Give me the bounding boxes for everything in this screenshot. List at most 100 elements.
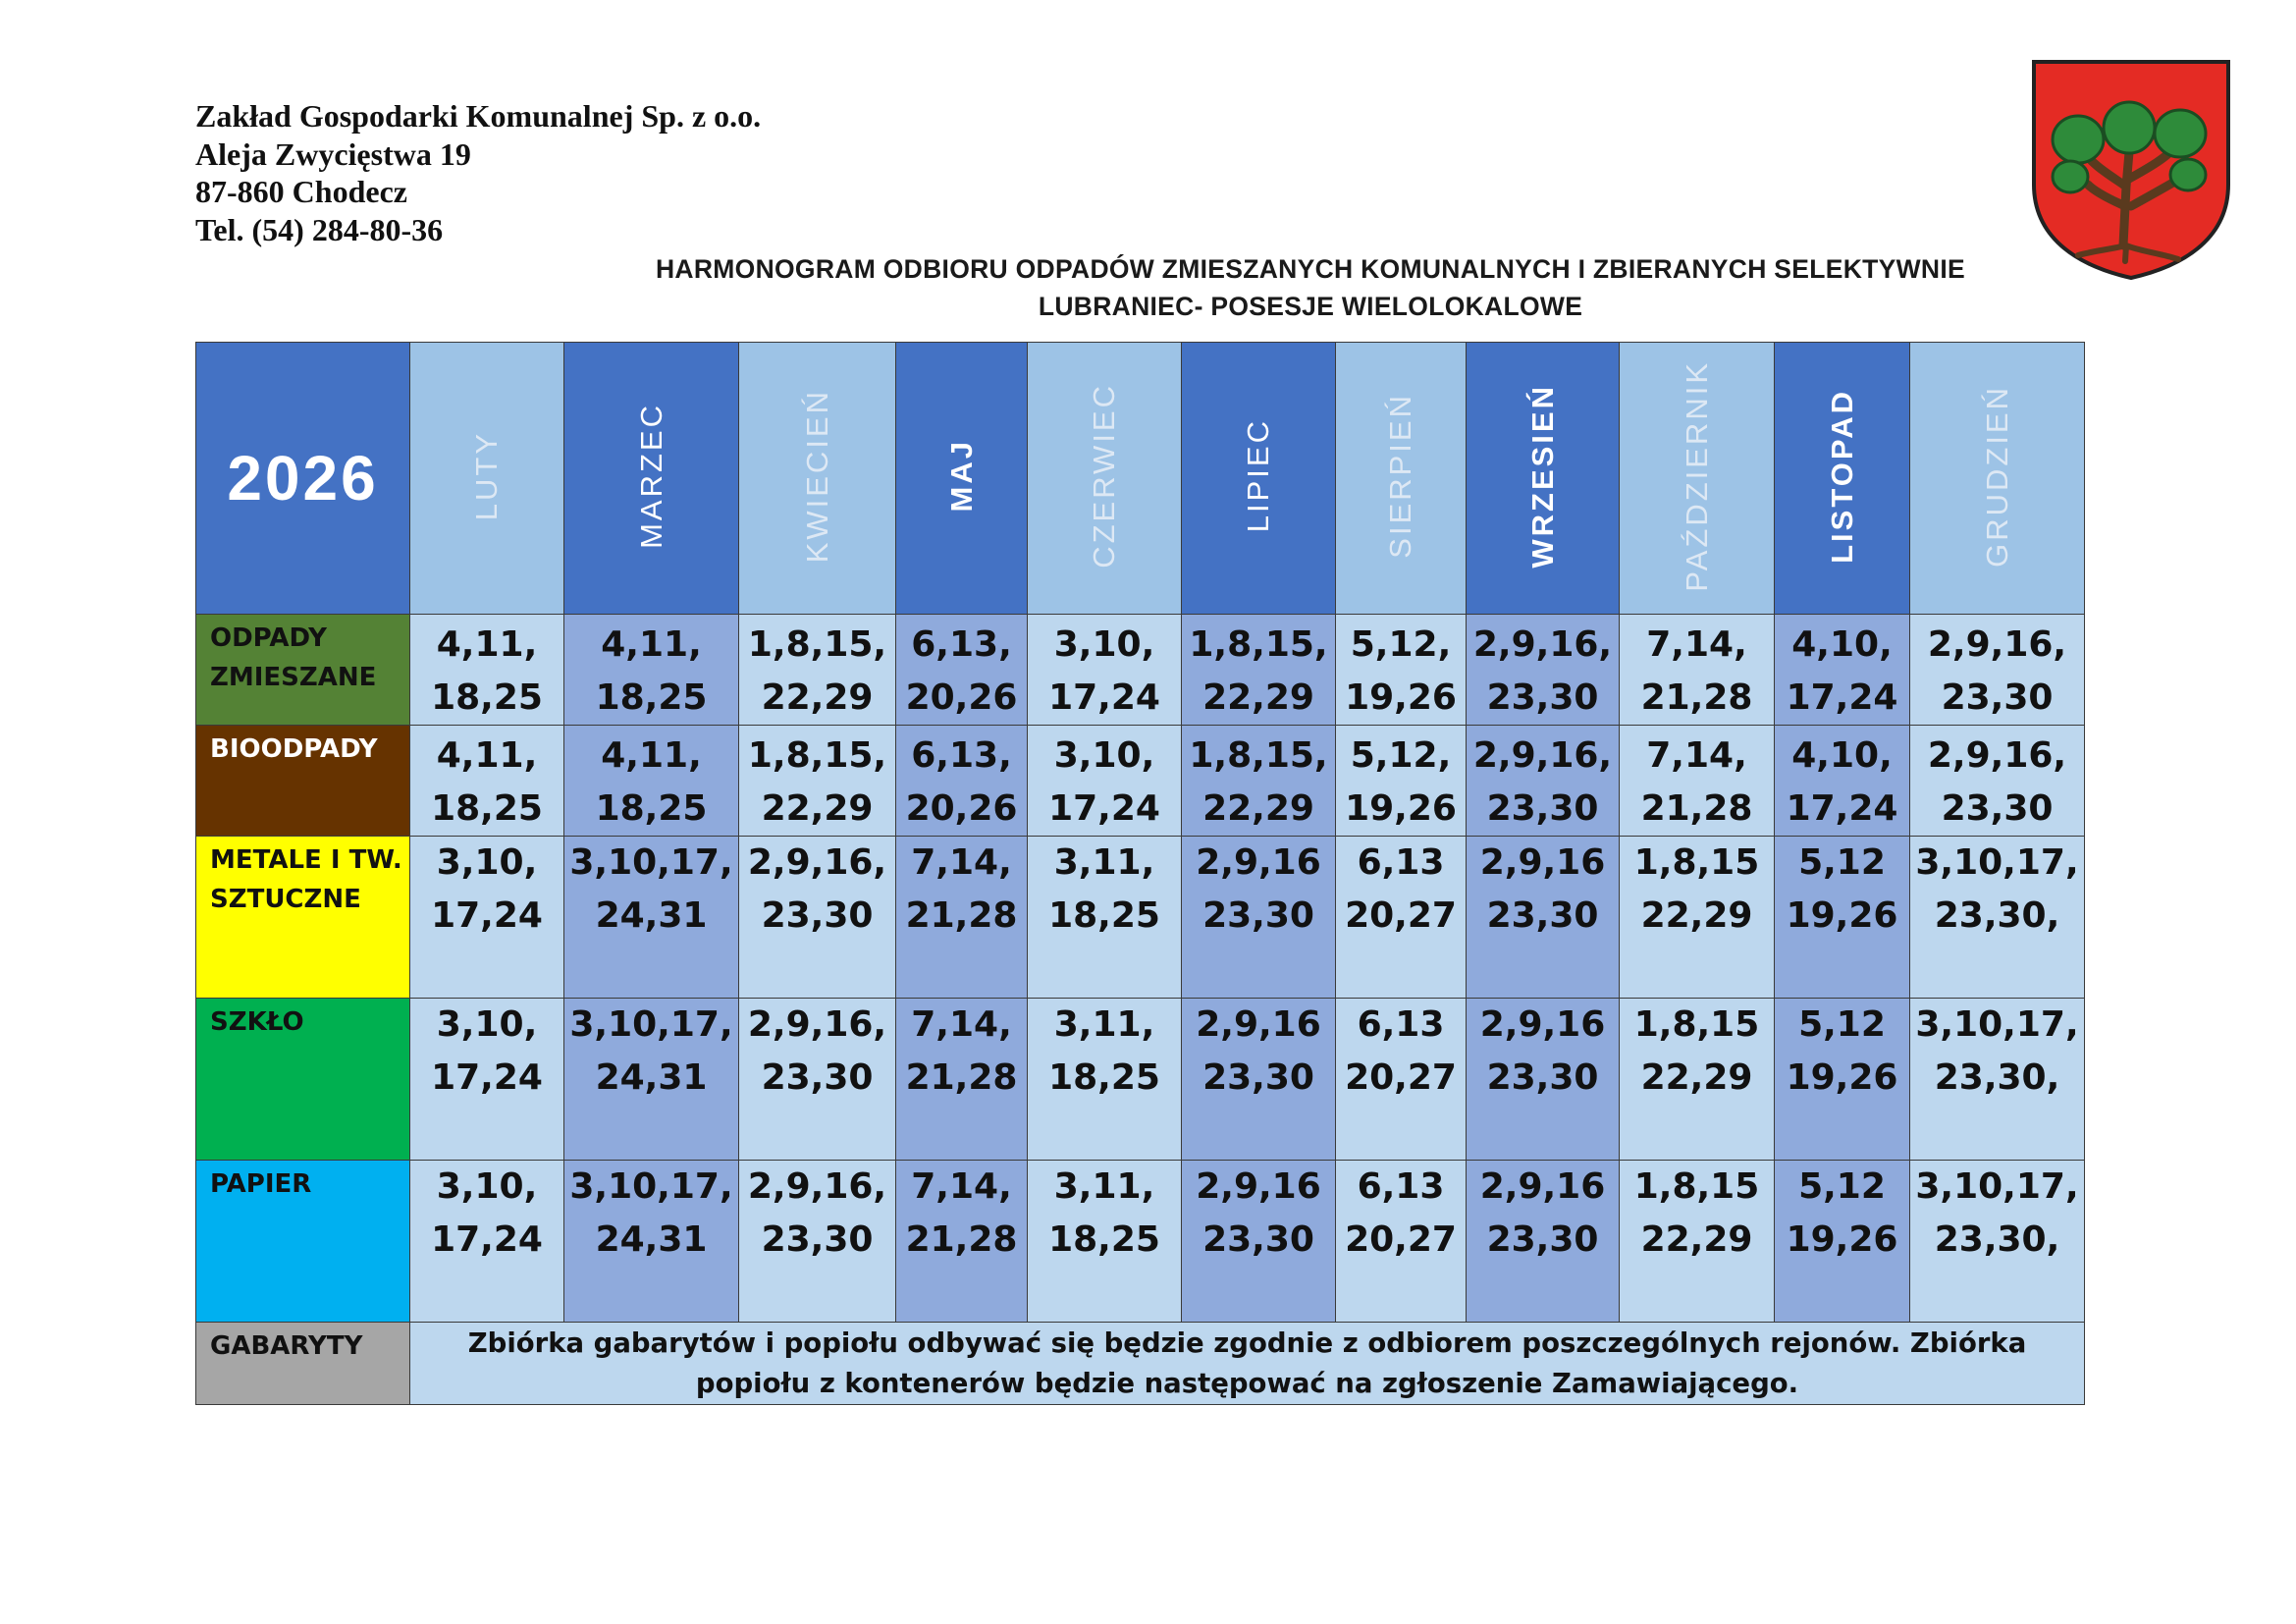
pickup-dates-line: 1,8,15, [747,735,887,776]
pickup-dates-cell: 4,11, 18,25 [563,614,739,726]
pickup-dates-line: 19,26 [1345,677,1457,718]
pickup-dates-line: 23,30, [1934,1057,2060,1098]
pickup-dates-line: 23,30 [1941,677,2054,718]
pickup-dates-line: 2,9,16 [1479,1004,1606,1045]
category-label: METALE I TW. SZTUCZNE [195,836,410,999]
pickup-dates-line: 6,13 [1357,1166,1445,1207]
pickup-dates-line: 7,14, [1646,624,1747,665]
pickup-dates-cell: 3,10, 17,24 [409,836,564,999]
pickup-dates-line: 23,30 [1202,1057,1314,1098]
pickup-dates-line: 3,11, [1053,1004,1155,1045]
pickup-dates-line: 17,24 [1048,677,1160,718]
pickup-dates-line: 3,10,17, [1915,1166,2079,1207]
pickup-dates-line: 22,29 [1640,895,1753,936]
pickup-dates-line: 23,30 [1202,1219,1314,1260]
pickup-dates-line: 17,24 [1786,677,1898,718]
pickup-dates-line: 23,30 [1486,1219,1599,1260]
pickup-dates-line: 22,29 [1202,788,1314,829]
pickup-dates-cell: 5,12 19,26 [1774,1160,1910,1323]
pickup-dates-line: 20,27 [1345,895,1457,936]
pickup-dates-line: 23,30 [1202,895,1314,936]
pickup-dates-cell: 2,9,16, 23,30 [738,998,896,1161]
pickup-dates-line: 2,9,16, [1472,735,1613,776]
pickup-dates-line: 20,27 [1345,1219,1457,1260]
pickup-dates-line: 21,28 [1640,677,1753,718]
pickup-dates-line: 17,24 [1786,788,1898,829]
pickup-dates-cell: 1,8,15 22,29 [1619,1160,1775,1323]
schedule-table: 2026 LUTY MARZEC KWIECIEŃ MAJ CZERWIEC L… [195,342,2085,1405]
pickup-dates-line: 2,9,16 [1479,842,1606,883]
pickup-dates-cell: 4,11, 18,25 [409,614,564,726]
schedule-row: METALE I TW. SZTUCZNE 3,10, 17,24 3,10,17, 2… [195,836,2085,999]
pickup-dates-line: 5,12, [1350,624,1452,665]
pickup-dates-line: 6,13, [911,735,1012,776]
company-name: Zakład Gospodarki Komunalnej Sp. z o.o. [195,98,762,134]
pickup-dates-line: 18,25 [1048,1057,1160,1098]
pickup-dates-line: 4,10, [1791,624,1893,665]
pickup-dates-cell: 3,10, 17,24 [409,998,564,1161]
gabaryty-note: Zbiórka gabarytów i popiołu odbywać się … [409,1322,2085,1405]
pickup-dates-cell: 3,10,17, 24,31 [563,998,739,1161]
pickup-dates-cell: 3,10,17, 24,31 [563,836,739,999]
month-label: GRUDZIEŃ [1979,384,2014,568]
pickup-dates-line: 3,11, [1053,1166,1155,1207]
pickup-dates-line: 23,30, [1934,1219,2060,1260]
pickup-dates-line: 2,9,16 [1196,842,1321,883]
pickup-dates-line: 18,25 [1048,895,1160,936]
month-header: MAJ [895,342,1028,615]
pickup-dates-line: 21,28 [905,895,1018,936]
month-header: LISTOPAD [1774,342,1910,615]
month-label: KWIECIEŃ [799,388,834,564]
company-street: Aleja Zwycięstwa 19 [195,135,471,172]
company-address: Zakład Gospodarki Komunalnej Sp. z o.o. … [195,97,761,248]
pickup-dates-cell: 1,8,15, 22,29 [738,725,896,837]
month-header: WRZESIEŃ [1466,342,1620,615]
month-header: PAŹDZIERNIK [1619,342,1775,615]
pickup-dates-cell: 1,8,15, 22,29 [1181,725,1336,837]
pickup-dates-line: 3,10,17, [569,1166,733,1207]
pickup-dates-line: 2,9,16, [747,1004,887,1045]
pickup-dates-cell: 3,11, 18,25 [1027,998,1182,1161]
category-label: ODPADY ZMIESZANE [195,614,410,726]
pickup-dates-cell: 2,9,16 23,30 [1466,998,1620,1161]
pickup-dates-line: 23,30 [761,1219,874,1260]
pickup-dates-cell: 3,10, 17,24 [409,1160,564,1323]
pickup-dates-line: 3,10, [1053,735,1155,776]
month-header: CZERWIEC [1027,342,1182,615]
pickup-dates-line: 1,8,15, [1189,735,1328,776]
pickup-dates-line: 5,12 [1798,842,1886,883]
pickup-dates-cell: 7,14, 21,28 [895,1160,1028,1323]
month-header: LIPIEC [1181,342,1336,615]
pickup-dates-line: 24,31 [595,1057,708,1098]
pickup-dates-line: 23,30 [761,1057,874,1098]
schedule-title: HARMONOGRAM ODBIORU ODPADÓW ZMIESZANYCH … [481,250,2140,325]
pickup-dates-line: 24,31 [595,895,708,936]
pickup-dates-cell: 4,11, 18,25 [409,725,564,837]
pickup-dates-line: 2,9,16, [1927,735,2067,776]
pickup-dates-cell: 1,8,15, 22,29 [738,614,896,726]
pickup-dates-line: 5,12 [1798,1166,1886,1207]
pickup-dates-line: 4,11, [601,735,702,776]
pickup-dates-line: 22,29 [1640,1219,1753,1260]
title-line-1: HARMONOGRAM ODBIORU ODPADÓW ZMIESZANYCH … [655,254,1966,284]
pickup-dates-cell: 3,10, 17,24 [1027,725,1182,837]
pickup-dates-line: 23,30 [761,895,874,936]
month-header: KWIECIEŃ [738,342,896,615]
pickup-dates-line: 5,12, [1350,735,1452,776]
month-label: MAJ [943,439,979,513]
month-header: GRUDZIEŃ [1909,342,2085,615]
pickup-dates-line: 4,10, [1791,735,1893,776]
pickup-dates-line: 7,14, [911,1166,1012,1207]
pickup-dates-cell: 3,11, 18,25 [1027,1160,1182,1323]
pickup-dates-cell: 7,14, 21,28 [1619,725,1775,837]
category-label: BIOODPADY [195,725,410,837]
pickup-dates-line: 4,11, [436,624,538,665]
header-row: 2026 LUTY MARZEC KWIECIEŃ MAJ CZERWIEC L… [195,342,2085,615]
pickup-dates-line: 19,26 [1786,1057,1898,1098]
pickup-dates-cell: 2,9,16 23,30 [1181,1160,1336,1323]
pickup-dates-line: 21,28 [1640,788,1753,829]
schedule-row: PAPIER 3,10, 17,24 3,10,17, 24,31 2,9,16, 23,3… [195,1160,2085,1323]
pickup-dates-cell: 2,9,16, 23,30 [738,1160,896,1323]
pickup-dates-cell: 4,10, 17,24 [1774,614,1910,726]
coat-of-arms-tree-icon [2032,60,2230,281]
